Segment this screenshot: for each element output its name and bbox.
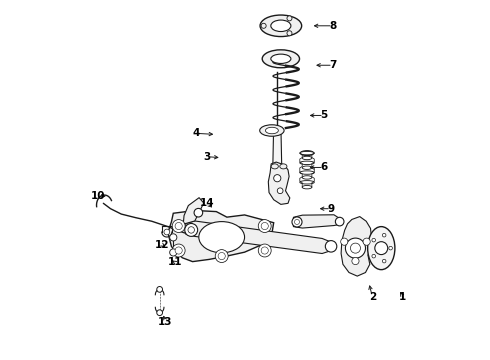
Ellipse shape <box>280 164 287 169</box>
Ellipse shape <box>260 125 284 136</box>
Text: 6: 6 <box>320 162 327 172</box>
Polygon shape <box>272 132 282 176</box>
Text: 5: 5 <box>320 111 327 121</box>
Circle shape <box>172 220 185 233</box>
Circle shape <box>292 217 302 227</box>
Ellipse shape <box>260 15 302 37</box>
Ellipse shape <box>199 222 245 253</box>
Circle shape <box>294 220 299 225</box>
Text: 2: 2 <box>368 292 376 302</box>
Circle shape <box>157 287 163 292</box>
Text: 4: 4 <box>193 129 200 138</box>
Circle shape <box>261 247 269 254</box>
Circle shape <box>277 188 283 194</box>
Circle shape <box>352 257 359 265</box>
Ellipse shape <box>302 166 312 170</box>
Circle shape <box>372 255 375 258</box>
Text: 12: 12 <box>154 239 169 249</box>
Circle shape <box>382 233 386 237</box>
Polygon shape <box>294 215 341 228</box>
Circle shape <box>170 234 177 241</box>
Circle shape <box>389 246 392 250</box>
Ellipse shape <box>271 54 291 63</box>
Ellipse shape <box>271 164 278 169</box>
Circle shape <box>194 208 203 217</box>
Circle shape <box>325 240 337 252</box>
Text: 13: 13 <box>158 317 172 327</box>
Ellipse shape <box>271 20 291 32</box>
Polygon shape <box>186 221 333 253</box>
Circle shape <box>372 238 375 242</box>
Text: 14: 14 <box>200 198 215 208</box>
Text: 10: 10 <box>91 191 105 201</box>
Ellipse shape <box>302 176 312 179</box>
Ellipse shape <box>300 151 314 156</box>
Circle shape <box>170 249 177 256</box>
Ellipse shape <box>300 181 314 184</box>
Circle shape <box>258 244 271 257</box>
Circle shape <box>218 252 225 260</box>
Ellipse shape <box>300 171 314 174</box>
Polygon shape <box>269 162 290 204</box>
Circle shape <box>261 23 266 28</box>
Circle shape <box>164 229 170 235</box>
Circle shape <box>382 259 386 263</box>
Ellipse shape <box>368 226 395 270</box>
Text: 1: 1 <box>399 292 406 302</box>
Circle shape <box>287 16 292 21</box>
Circle shape <box>258 220 271 233</box>
Circle shape <box>188 227 195 233</box>
Circle shape <box>335 217 344 226</box>
Text: 11: 11 <box>168 257 182 267</box>
Ellipse shape <box>300 152 314 155</box>
Ellipse shape <box>302 185 312 189</box>
Polygon shape <box>168 211 274 262</box>
Ellipse shape <box>262 50 299 68</box>
Circle shape <box>261 222 269 230</box>
Circle shape <box>215 249 228 262</box>
Ellipse shape <box>300 161 314 165</box>
Circle shape <box>185 224 197 237</box>
Circle shape <box>350 243 361 253</box>
Text: 9: 9 <box>327 204 335 214</box>
Circle shape <box>341 238 348 245</box>
Circle shape <box>287 31 292 36</box>
Circle shape <box>363 238 370 245</box>
Ellipse shape <box>266 127 278 134</box>
Text: 3: 3 <box>204 152 211 162</box>
Text: 7: 7 <box>329 60 337 70</box>
Text: 8: 8 <box>329 21 337 31</box>
Circle shape <box>345 238 366 258</box>
Ellipse shape <box>302 156 312 160</box>
Circle shape <box>157 310 163 316</box>
Circle shape <box>175 247 182 254</box>
Circle shape <box>175 222 182 230</box>
Circle shape <box>172 244 185 257</box>
Polygon shape <box>341 217 371 276</box>
Circle shape <box>274 175 281 182</box>
Circle shape <box>375 242 388 255</box>
Polygon shape <box>183 198 204 224</box>
